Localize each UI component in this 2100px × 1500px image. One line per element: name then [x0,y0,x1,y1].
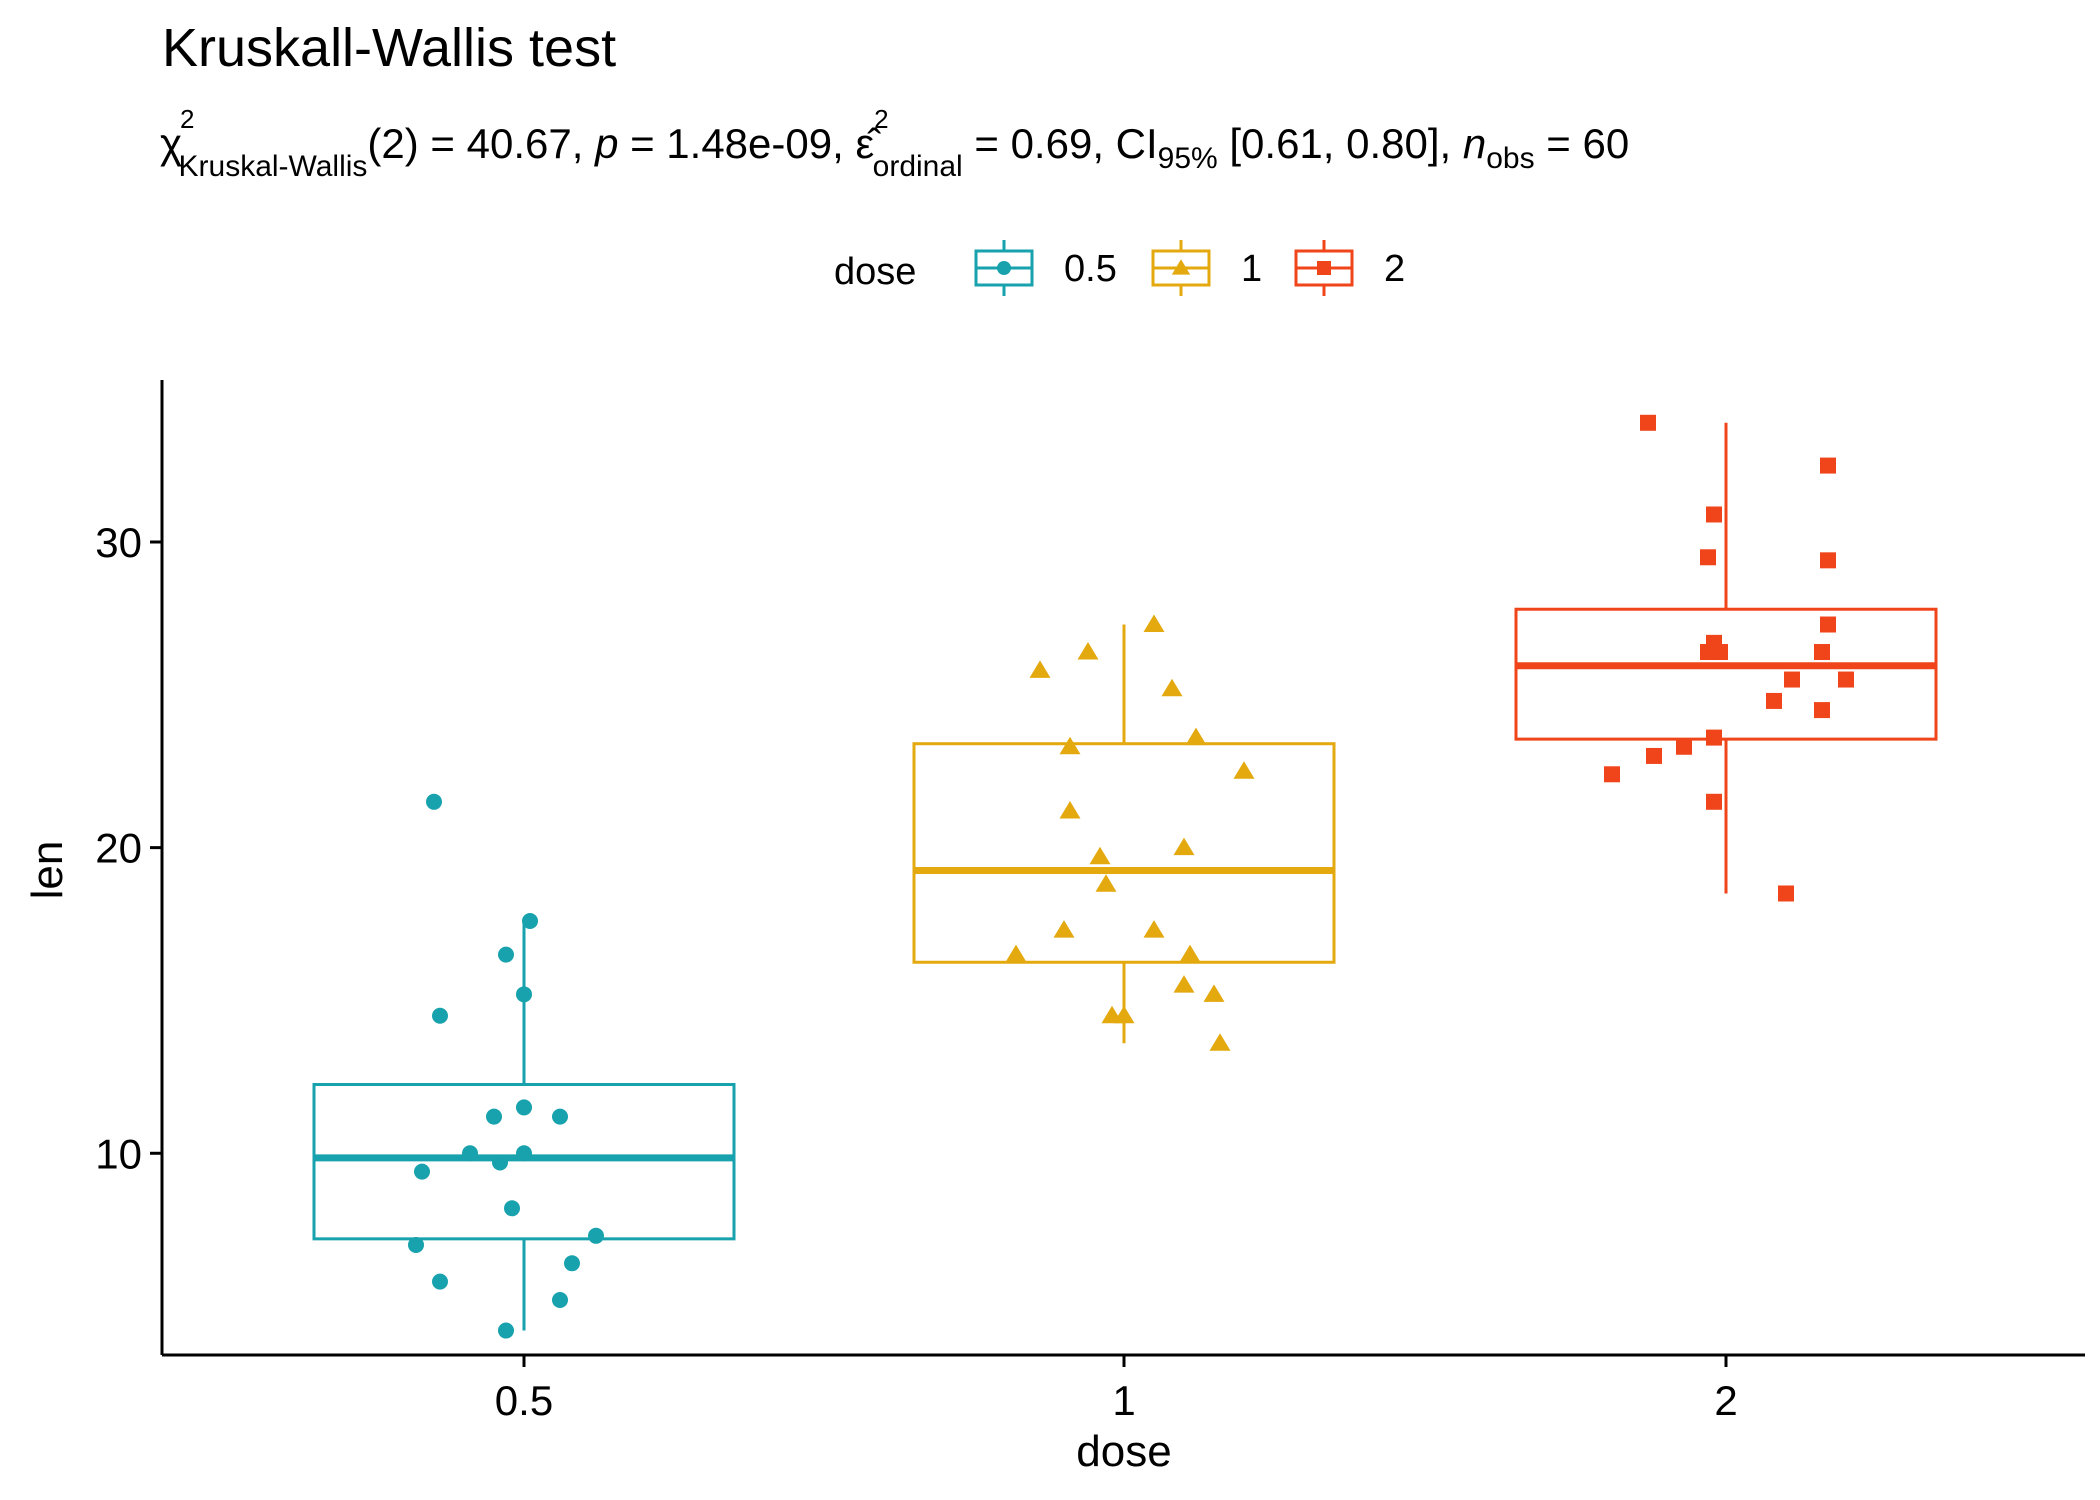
data-point [498,1322,514,1339]
data-point [504,1200,520,1217]
legend-key-1: 1 [1151,240,1262,296]
data-point [1173,975,1195,993]
data-point [552,1108,568,1125]
data-point [522,912,538,929]
data-point [1766,692,1782,709]
legend-title: dose [834,251,916,293]
data-point [1604,766,1620,783]
data-point [516,1145,532,1162]
data-point [1712,644,1728,661]
data-point [1676,738,1692,755]
data-point [1820,552,1836,569]
data-point [426,793,442,810]
y-tick-label: 20 [95,825,142,872]
box-group-1 [912,614,1336,1051]
box-group-0-5 [312,793,736,1339]
box [1514,607,1938,741]
legend-marker [1171,259,1191,275]
data-point [1077,642,1099,660]
data-point [1838,671,1854,688]
x-tick-label: 2 [1714,1377,1737,1424]
x-tick-label: 0.5 [495,1377,553,1424]
data-point [486,1108,502,1125]
data-point [1113,1005,1135,1024]
data-point [1778,885,1794,902]
box [912,742,1336,964]
data-point [432,1007,448,1024]
data-point [1820,457,1836,474]
data-point [498,946,514,963]
data-point [1143,920,1165,938]
y-tick-label: 10 [95,1130,142,1177]
data-point [1706,793,1722,810]
data-point [1143,614,1165,633]
data-point [516,1099,532,1116]
chart-title: Kruskall-Wallis test [162,18,616,78]
data-point [1233,761,1255,779]
legend-marker [997,261,1011,275]
data-point [1706,729,1722,746]
data-point [1646,747,1662,764]
data-point [432,1273,448,1290]
data-point [408,1236,424,1253]
data-point [492,1154,508,1171]
plot-area: 10 20 30 0.5 1 2 [95,380,2085,1424]
chart-subtitle: χ2 Kruskal-Wallis(2) = 40.67, p = 1.48e-0… [160,104,1629,183]
data-point [1640,414,1656,431]
data-point [1784,671,1800,688]
legend-label: 1 [1241,248,1262,290]
legend-marker [1317,261,1331,275]
data-point [1059,800,1081,819]
data-point [1053,920,1075,938]
data-point [1029,660,1051,678]
legend: dose 0.5 1 2 [834,240,1405,296]
data-point [1700,549,1716,566]
data-point [1059,736,1081,755]
x-axis-title: dose [1076,1427,1171,1476]
y-tick-label: 30 [95,519,142,566]
data-point [588,1227,604,1244]
data-point [1820,616,1836,633]
data-point [414,1163,430,1180]
legend-label: 0.5 [1064,248,1117,290]
data-point [1814,702,1830,719]
data-point [1161,678,1183,697]
data-point [564,1255,580,1272]
legend-label: 2 [1384,248,1405,290]
data-point [1706,506,1722,523]
y-axis-title: len [23,841,72,900]
data-point [552,1291,568,1308]
legend-key-2: 2 [1294,240,1405,296]
data-point [1005,944,1027,963]
data-point [1814,644,1830,661]
data-point [1173,837,1195,856]
data-point [1203,984,1225,1002]
data-point [462,1145,478,1162]
data-point [1089,846,1111,865]
data-point [1095,874,1117,892]
box-group-2 [1514,414,1938,902]
data-point [516,986,532,1003]
data-point [1179,944,1201,963]
data-point [1209,1033,1231,1051]
x-tick-label: 1 [1112,1377,1135,1424]
box [312,1083,736,1241]
data-point [1185,727,1207,746]
legend-key-0-5: 0.5 [974,240,1117,296]
